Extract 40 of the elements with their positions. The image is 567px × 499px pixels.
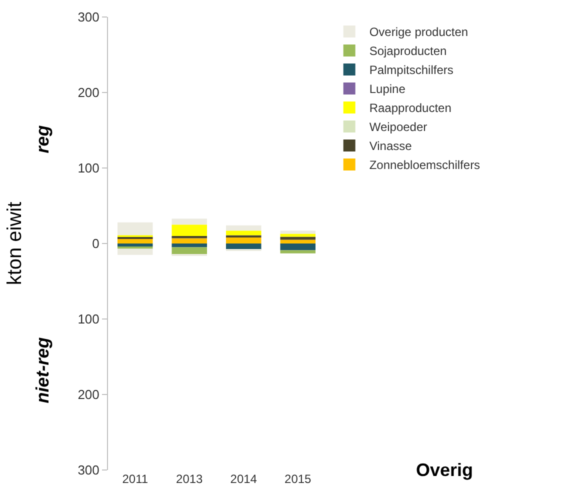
legend-label: Zonnebloemschilfers <box>369 158 480 172</box>
y-axis-title: kton eiwit <box>4 201 26 286</box>
legend-label: Vinasse <box>369 139 412 154</box>
y-tick-label: 300 <box>78 462 100 478</box>
bar <box>117 244 153 247</box>
legend-label: Palmpitschilfers <box>369 63 454 78</box>
text: Overig <box>416 460 474 480</box>
bar <box>226 225 262 231</box>
y-tick-label: 100 <box>78 312 100 327</box>
y-tick-label: 300 <box>78 10 100 25</box>
bar <box>172 238 208 244</box>
bar <box>172 244 208 248</box>
bar <box>280 236 316 240</box>
x-tick-label: 2014 <box>230 472 258 486</box>
y-tick-label: 200 <box>78 85 100 100</box>
bar <box>280 234 316 237</box>
bar <box>226 237 262 244</box>
x-tick-label: 2013 <box>176 472 204 486</box>
y-tick-label: 200 <box>78 387 100 402</box>
bar <box>226 244 262 250</box>
legend-label: Overige producten <box>369 25 468 40</box>
bar <box>172 224 208 236</box>
x-tick-label: 2011 <box>122 472 148 486</box>
bar <box>117 248 153 255</box>
y-tick-label: 0 <box>92 236 100 252</box>
bar <box>117 222 153 236</box>
bar <box>172 218 208 225</box>
legend-label: Weipoeder <box>369 120 428 134</box>
bar <box>280 250 316 254</box>
text: reg <box>32 125 53 154</box>
y-tick-label: 100 <box>78 160 100 176</box>
bar <box>280 244 316 250</box>
legend-label: Sojaproducten <box>369 44 447 58</box>
legend-label: Raapproducten <box>369 101 452 116</box>
text: niet-reg <box>32 337 53 404</box>
x-tick-label: 2015 <box>284 472 312 486</box>
bar <box>280 240 316 244</box>
bar <box>280 230 316 234</box>
legend-label: Lupine <box>369 82 406 96</box>
bar <box>226 230 262 236</box>
